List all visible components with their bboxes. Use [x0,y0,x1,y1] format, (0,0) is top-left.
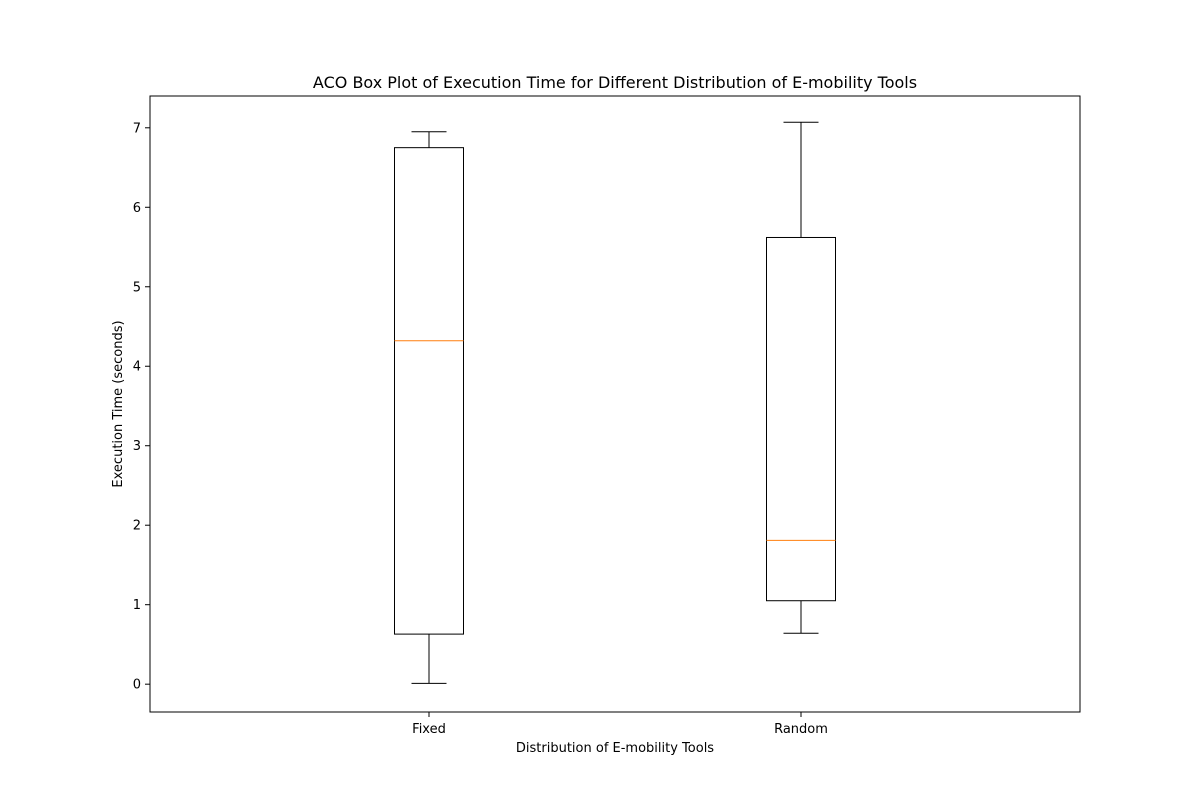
y-tick-label: 2 [133,519,141,534]
x-tick-label: Fixed [412,722,446,737]
x-axis: Fixed Random [412,712,828,737]
box-fixed [394,131,464,684]
y-tick-label: 3 [133,439,141,454]
y-tick-label: 6 [133,201,141,216]
x-tick-label: Random [774,722,828,737]
y-axis-label: Execution Time (seconds) [111,320,126,487]
y-tick-label: 1 [133,598,141,613]
plot-area-frame [149,95,1081,713]
iqr-box [394,147,464,635]
boxes [394,121,836,684]
y-tick-label: 4 [133,360,141,375]
y-tick-label: 7 [133,121,141,136]
x-axis-label: Distribution of E-mobility Tools [516,741,714,756]
y-tick-label: 0 [133,678,141,693]
y-axis: 0 1 2 3 4 5 6 7 [133,121,150,693]
box-random [766,121,836,634]
chart-title: ACO Box Plot of Execution Time for Diffe… [313,73,917,92]
y-tick-label: 5 [133,280,141,295]
iqr-box [766,236,836,602]
